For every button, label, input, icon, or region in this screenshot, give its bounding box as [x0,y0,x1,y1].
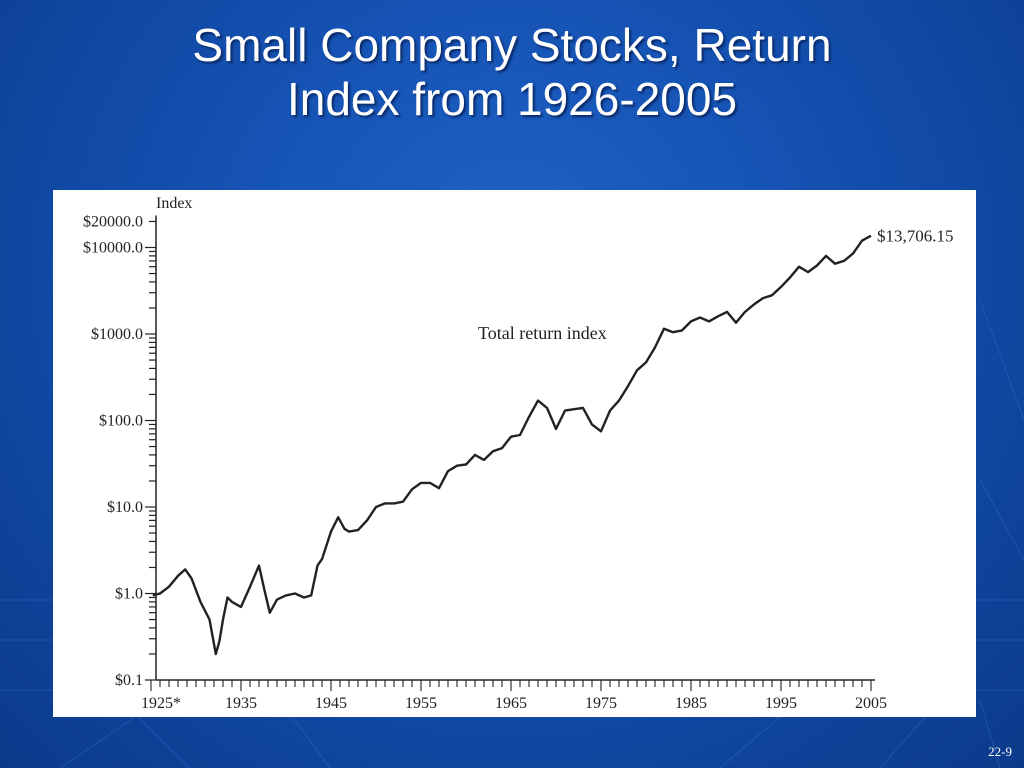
y-tick-label: $100.0 [99,413,143,430]
y-axis-label: Index [156,195,192,212]
x-tick-label: 1975 [585,695,617,712]
series-annotation-label: Total return index [478,323,607,343]
slide-title-line1: Small Company Stocks, Return [192,19,832,71]
end-value-label: $13,706.15 [877,227,954,246]
x-tick-label: 1925* [141,695,181,712]
x-tick-label: 1955 [405,695,437,712]
y-tick-label: $10000.0 [83,240,143,257]
slide-number: 22-9 [988,744,1012,759]
x-axis: 1925* 1935 1945 1955 1965 1975 1985 1995 2005 [141,679,887,712]
x-tick-label: 1935 [225,695,257,712]
chart-annotations: Total return index $13,706.15 [478,227,954,343]
y-tick-label: $1000.0 [91,326,143,343]
line-chart: $20000.0 $10000.0 $1000.0 $100.0 $10.0 $1.0 $0… [83,195,954,712]
x-tick-label: 1965 [495,695,527,712]
y-tick-label: $10.0 [107,499,143,516]
x-tick-label: 1945 [315,695,347,712]
y-axis: $20000.0 $10000.0 $1000.0 $100.0 $10.0 $1.0 $0… [83,213,157,689]
y-tick-label: $1.0 [115,586,143,603]
series-line-total-return [152,234,872,656]
chart-panel: $20000.0 $10000.0 $1000.0 $100.0 $10.0 $1.0 $0… [53,190,976,717]
x-tick-label: 2005 [855,695,887,712]
y-tick-label: $0.1 [115,672,143,689]
x-tick-label: 1995 [765,695,797,712]
slide-title: Small Company Stocks, Return Index from … [0,18,1024,126]
y-tick-label: $20000.0 [83,213,143,230]
x-tick-label: 1985 [675,695,707,712]
slide-title-line2: Index from 1926-2005 [286,73,738,125]
